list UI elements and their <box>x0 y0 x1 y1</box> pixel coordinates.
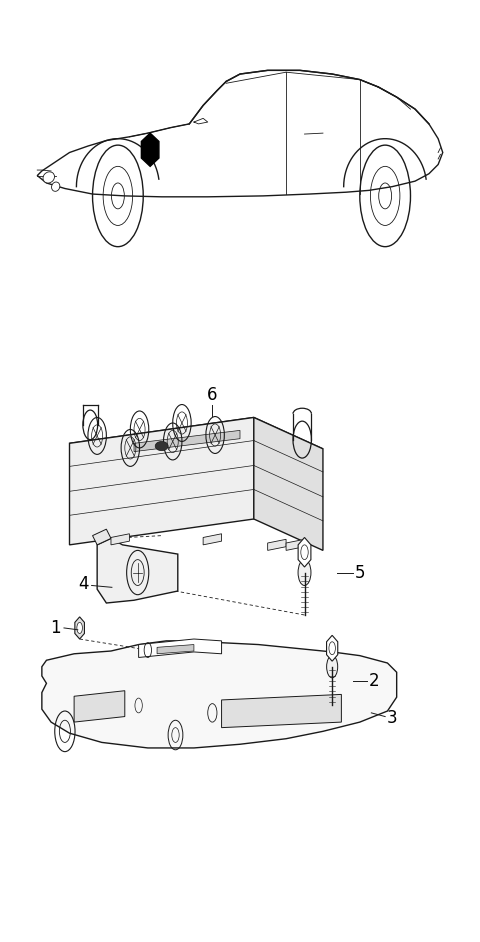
Polygon shape <box>93 529 111 544</box>
Text: 6: 6 <box>207 386 217 404</box>
Ellipse shape <box>43 171 55 183</box>
Polygon shape <box>111 534 130 544</box>
Polygon shape <box>42 641 396 748</box>
Polygon shape <box>70 417 254 544</box>
Polygon shape <box>298 538 311 567</box>
Polygon shape <box>97 539 178 603</box>
Polygon shape <box>203 534 222 544</box>
Polygon shape <box>286 540 304 550</box>
Polygon shape <box>134 430 240 451</box>
Polygon shape <box>139 639 222 658</box>
Polygon shape <box>70 417 323 475</box>
Text: 3: 3 <box>387 709 397 727</box>
Circle shape <box>326 656 338 678</box>
Polygon shape <box>222 694 341 727</box>
Polygon shape <box>268 540 286 550</box>
Polygon shape <box>74 690 125 723</box>
Text: 4: 4 <box>78 575 89 593</box>
Polygon shape <box>326 635 338 661</box>
Polygon shape <box>75 617 84 639</box>
Circle shape <box>298 560 311 586</box>
Polygon shape <box>157 644 194 654</box>
Polygon shape <box>142 133 159 167</box>
Ellipse shape <box>51 182 60 191</box>
Ellipse shape <box>155 442 168 450</box>
Polygon shape <box>254 417 323 550</box>
Circle shape <box>77 623 83 633</box>
Text: 2: 2 <box>368 673 379 690</box>
Polygon shape <box>37 71 443 197</box>
Text: 5: 5 <box>355 563 365 581</box>
Text: 1: 1 <box>50 619 61 637</box>
